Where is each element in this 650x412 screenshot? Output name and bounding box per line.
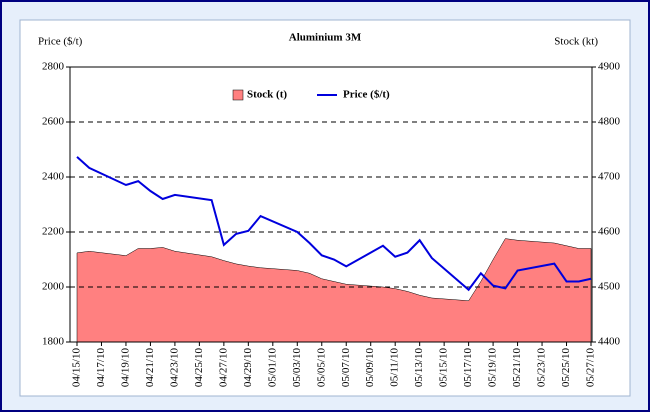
x-tick-label: 04/29/10 <box>242 348 254 388</box>
y2-tick-label: 4400 <box>598 336 621 348</box>
x-tick-label: 05/09/10 <box>364 348 376 388</box>
y2-tick-label: 4900 <box>598 61 621 73</box>
y-tick-label: 1800 <box>42 336 65 348</box>
y2-tick-label: 4600 <box>598 226 621 238</box>
y2-tick-label: 4700 <box>598 171 621 183</box>
x-tick-label: 05/05/10 <box>315 348 327 388</box>
legend-label: Price ($/t) <box>343 89 390 101</box>
x-tick-label: 05/17/10 <box>462 348 474 388</box>
y-tick-label: 2200 <box>42 226 65 238</box>
x-tick-label: 05/27/10 <box>585 348 597 388</box>
stock-area <box>76 238 592 343</box>
y2-tick-label: 4800 <box>598 116 621 128</box>
x-tick-label: 05/19/10 <box>487 348 499 388</box>
y-tick-label: 2400 <box>42 171 65 183</box>
x-tick-label: 05/11/10 <box>389 348 401 387</box>
y-tick-label: 2000 <box>42 281 65 293</box>
x-tick-label: 05/07/10 <box>340 348 352 388</box>
y-axis-label: Price ($/t) <box>38 36 83 48</box>
x-tick-label: 05/13/10 <box>413 348 425 388</box>
x-tick-label: 05/15/10 <box>438 348 450 388</box>
y2-tick-label: 4500 <box>598 281 621 293</box>
x-tick-label: 04/15/10 <box>71 348 83 388</box>
x-tick-label: 04/23/10 <box>168 348 180 388</box>
x-tick-label: 05/01/10 <box>266 348 278 388</box>
y-tick-label: 2800 <box>42 61 65 73</box>
x-tick-label: 05/25/10 <box>560 348 572 388</box>
x-tick-label: 04/27/10 <box>217 348 229 388</box>
x-tick-label: 04/17/10 <box>95 348 107 388</box>
y-tick-label: 2600 <box>42 116 65 128</box>
x-tick-label: 04/25/10 <box>193 348 205 388</box>
x-tick-label: 05/03/10 <box>291 348 303 388</box>
chart-title: Aluminium 3M <box>289 32 362 44</box>
x-tick-label: 05/21/10 <box>511 348 523 388</box>
x-tick-label: 04/19/10 <box>119 348 131 388</box>
legend-swatch <box>232 89 244 101</box>
plot-border <box>69 66 593 343</box>
price-line <box>76 156 592 292</box>
x-tick-label: 04/21/10 <box>144 348 156 388</box>
x-tick-label: 05/23/10 <box>536 348 548 388</box>
y2-axis-label: Stock (kt) <box>554 36 598 48</box>
legend-label: Stock (t) <box>247 89 287 101</box>
